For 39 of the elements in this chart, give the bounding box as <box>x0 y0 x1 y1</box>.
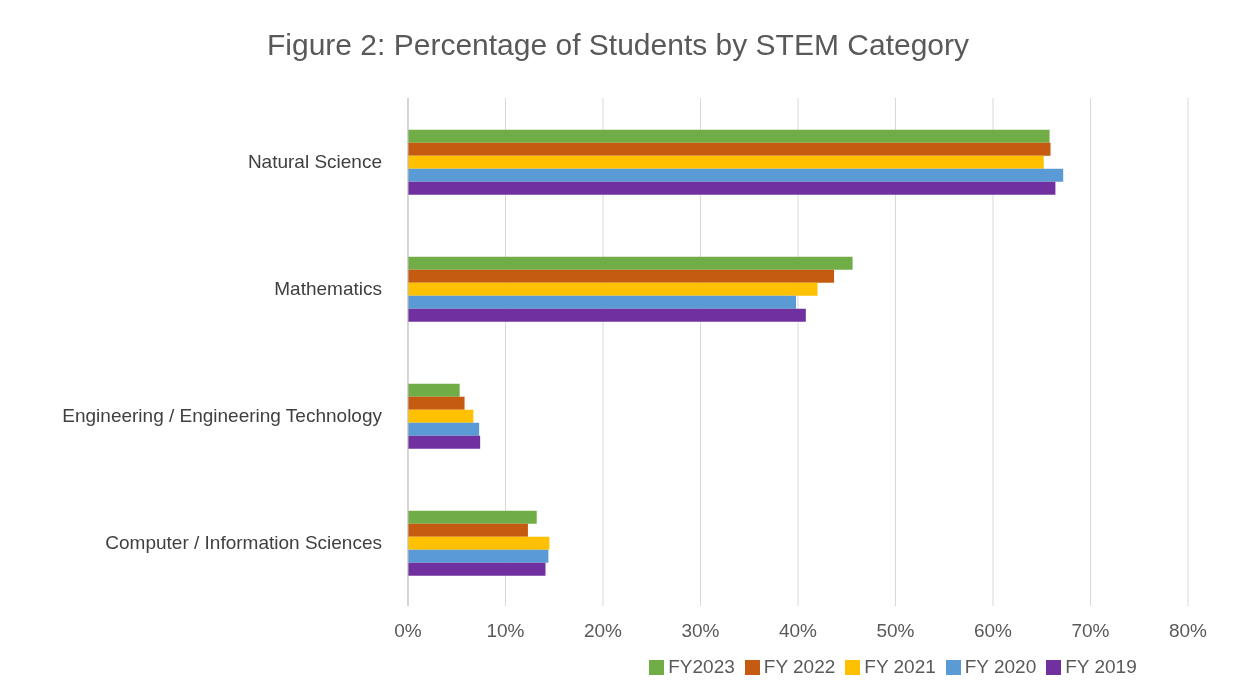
legend-label: FY2023 <box>668 656 735 677</box>
bar <box>408 435 481 449</box>
x-tick-label: 10% <box>486 620 525 642</box>
bar <box>408 181 1056 195</box>
x-tick-label: 50% <box>876 620 915 642</box>
bar <box>408 562 546 576</box>
legend-label: FY 2021 <box>864 656 936 677</box>
x-tick-label: 20% <box>583 620 623 642</box>
legend-label: FY 2019 <box>1065 656 1137 677</box>
bar <box>408 549 549 563</box>
bar <box>408 142 1051 156</box>
y-tick-label: Mathematics <box>274 278 382 300</box>
bar <box>408 155 1044 169</box>
bar <box>408 295 797 309</box>
bar <box>408 523 528 537</box>
chart-title: Figure 2: Percentage of Students by STEM Category <box>266 27 970 63</box>
bar <box>408 269 835 283</box>
x-tick-label: 30% <box>681 620 720 642</box>
y-tick-label: Engineering / Engineering Technology <box>62 405 383 427</box>
bar <box>408 308 806 322</box>
x-tick-label: 40% <box>778 620 818 642</box>
bar <box>408 168 1064 182</box>
bar <box>408 409 474 423</box>
bar <box>408 129 1050 143</box>
legend-label: FY 2022 <box>763 656 836 677</box>
x-tick-label: 0% <box>394 620 422 642</box>
x-tick-label: 60% <box>973 620 1013 642</box>
bar <box>408 282 818 296</box>
bar <box>408 396 465 410</box>
x-tick-label: 80% <box>1168 620 1208 642</box>
legend-label: FY 2020 <box>964 656 1037 677</box>
bar <box>408 536 550 550</box>
bar <box>408 422 480 436</box>
bar <box>408 383 460 397</box>
bar <box>408 510 537 524</box>
bar <box>408 256 853 270</box>
x-tick-label: 70% <box>1071 620 1110 642</box>
y-tick-label: Computer / Information Sciences <box>105 532 382 554</box>
y-tick-label: Natural Science <box>247 151 382 173</box>
